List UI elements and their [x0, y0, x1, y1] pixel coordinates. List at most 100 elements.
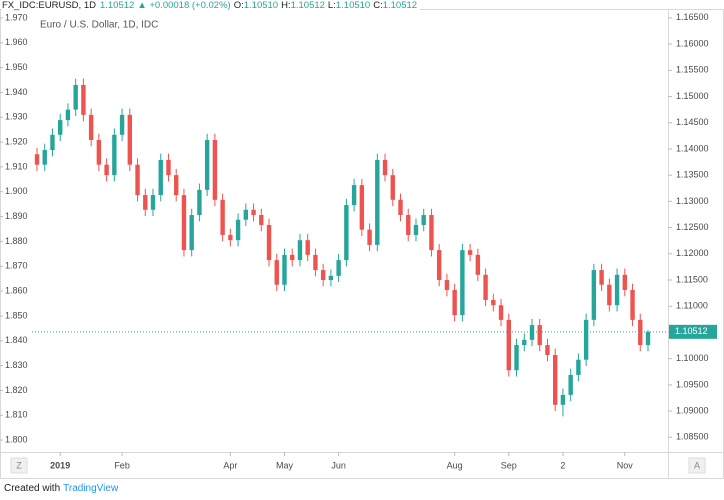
- candle-body: [127, 114, 133, 165]
- candle-body: [475, 254, 481, 275]
- candle-body: [235, 219, 241, 241]
- y-tick-label: 1.12500: [676, 222, 709, 232]
- y2-tick-label: 1.830: [5, 360, 28, 370]
- candle-body: [282, 254, 287, 285]
- candle-body: [390, 175, 395, 200]
- candle-body: [73, 84, 78, 110]
- candle-body: [607, 284, 612, 306]
- candle-body: [382, 159, 388, 176]
- y2-tick-label: 1.920: [5, 136, 28, 146]
- candle-body: [498, 305, 504, 320]
- candle-body: [220, 199, 225, 235]
- candle-body: [204, 140, 210, 190]
- candle-body: [545, 345, 550, 356]
- candle-body: [197, 189, 202, 216]
- candle-body: [599, 270, 604, 285]
- candle-body: [274, 260, 279, 285]
- candle-body: [189, 215, 194, 251]
- candle-body: [506, 319, 511, 371]
- last-price-box: [669, 324, 717, 339]
- candle-body: [645, 331, 651, 346]
- candle-body: [537, 325, 542, 346]
- x-tick-label: 2019: [50, 460, 70, 470]
- candle-body: [367, 229, 372, 245]
- ohlc-label: H:: [281, 0, 291, 11]
- candle-body: [444, 280, 450, 290]
- x-tick-label: Sep: [501, 460, 517, 470]
- candle-body: [351, 185, 357, 206]
- y2-tick-label: 1.900: [5, 186, 28, 196]
- candle-body: [34, 154, 40, 165]
- candle-body: [135, 164, 140, 196]
- x-tick-label: Jun: [331, 460, 346, 470]
- brand-link[interactable]: TradingView: [63, 483, 119, 494]
- candle-body: [452, 289, 457, 316]
- x-tick-label: Nov: [617, 460, 634, 470]
- y2-tick-label: 1.820: [5, 385, 28, 395]
- y2-tick-label: 1.810: [5, 410, 28, 420]
- y-tick-label: 1.14000: [676, 143, 709, 153]
- candle-body: [560, 394, 566, 405]
- y-tick-label: 1.08500: [676, 432, 709, 442]
- y-tick-label: 1.09000: [676, 405, 709, 415]
- frame: [0, 9, 724, 479]
- candle-body: [104, 164, 109, 176]
- y2-tick-label: 1.960: [5, 37, 28, 47]
- candle-body: [166, 159, 171, 176]
- candle-body: [398, 199, 403, 216]
- button-label[interactable]: A: [694, 460, 700, 470]
- y2-tick-label: 1.840: [5, 335, 28, 345]
- last-price-label: 1.10512: [675, 326, 708, 336]
- candle-body: [96, 140, 102, 165]
- candle-body: [483, 274, 488, 300]
- candle-body: [522, 339, 527, 346]
- candle-body: [591, 270, 597, 320]
- footer-text: Created with: [4, 483, 61, 494]
- candle-body: [290, 254, 295, 261]
- y-tick-label: 1.11500: [676, 274, 708, 284]
- y-tick-label: 1.16500: [676, 12, 709, 22]
- y2-tick-label: 1.880: [5, 236, 28, 246]
- candle-body: [568, 374, 573, 395]
- button-label[interactable]: Z: [16, 460, 22, 470]
- ohlc-value: 1.10510: [243, 0, 279, 11]
- button[interactable]: [10, 457, 28, 474]
- candle-body: [436, 250, 442, 281]
- candle-body: [305, 240, 310, 255]
- candle-body: [259, 215, 264, 225]
- y-tick-label: 1.13000: [676, 196, 709, 206]
- ohlc-label: C:: [373, 0, 383, 11]
- ohlc-value: 1.10512: [290, 0, 325, 11]
- y2-tick-label: 1.910: [5, 161, 28, 171]
- y-tick-label: 1.15000: [676, 91, 709, 101]
- y2-tick-label: 1.950: [5, 62, 28, 72]
- x-tick-label: Feb: [114, 460, 130, 470]
- candle-body: [42, 149, 47, 165]
- y2-tick-label: 1.940: [5, 87, 28, 97]
- candle-body: [406, 215, 411, 235]
- candle-body: [313, 254, 318, 271]
- y2-tick-label: 1.930: [5, 112, 28, 122]
- x-tick-label: Aug: [447, 460, 463, 470]
- candle-body: [58, 120, 63, 135]
- candle-body: [583, 319, 589, 360]
- ohlc-label: L:: [327, 0, 336, 11]
- candle-body: [297, 240, 303, 261]
- y-tick-label: 1.12000: [676, 248, 709, 258]
- candle-body: [174, 175, 179, 196]
- candle-body: [460, 250, 465, 316]
- candle-body: [181, 195, 187, 251]
- header: FX_IDC:EURUSD, 1D 1.10512 ▲ +0.00018 (+0.0…: [2, 0, 421, 12]
- y-tick-label: 1.09500: [676, 379, 709, 389]
- x-tick-label: Apr: [223, 460, 237, 470]
- button[interactable]: [688, 457, 706, 474]
- candle-body: [638, 319, 643, 346]
- symbol: FX_IDC:EURUSD, 1D: [2, 0, 96, 11]
- candle-body: [375, 159, 380, 245]
- candle-body: [429, 215, 434, 251]
- candle-body: [81, 84, 86, 115]
- y-tick-label: 1.16000: [676, 38, 709, 48]
- candle-body: [630, 289, 635, 320]
- candle-body: [576, 359, 581, 375]
- footer: Created with TradingView: [4, 483, 118, 495]
